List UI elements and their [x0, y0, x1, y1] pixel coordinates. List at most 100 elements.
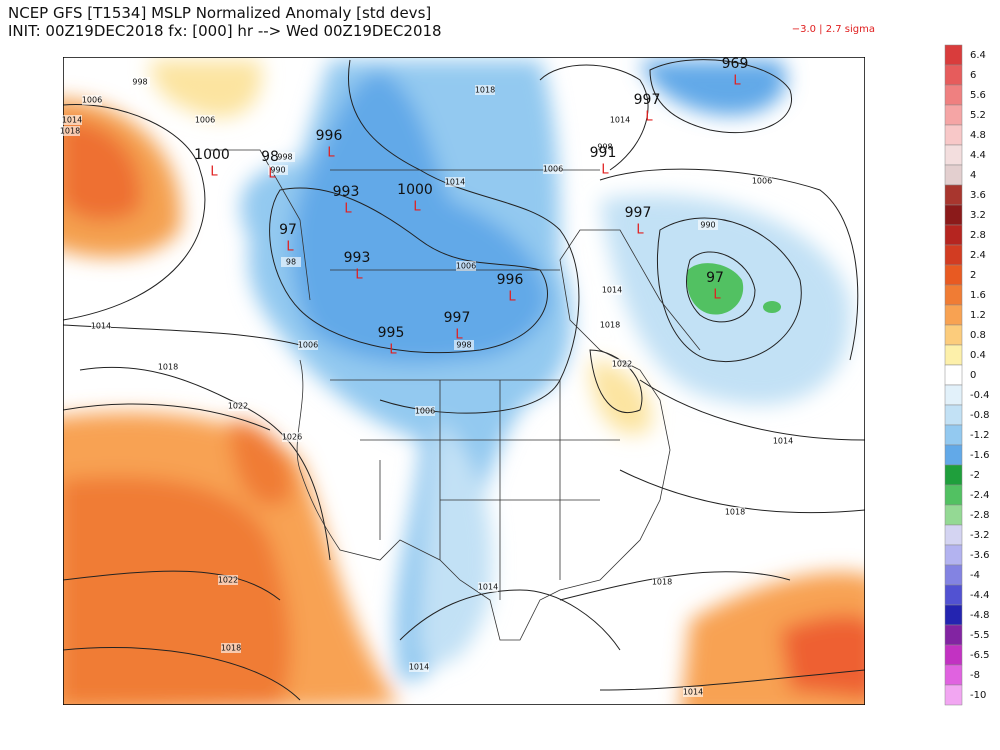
colorbar-label: 2 [970, 270, 976, 281]
isobar-label-bg [268, 165, 288, 175]
low-pressure-value: 991 [590, 145, 617, 161]
isobar-label-bg [543, 164, 563, 174]
low-pressure-value: 996 [497, 272, 524, 288]
isobar-label-bg [409, 662, 429, 672]
colorbar-swatch [944, 424, 963, 446]
low-pressure-value: 995 [378, 325, 405, 341]
isobar-label-bg [60, 126, 80, 136]
isobar-label: 1014 [602, 286, 622, 295]
low-pressure-value: 997 [634, 92, 661, 108]
isobar-label-bg [130, 77, 150, 87]
colorbar-swatch [944, 544, 963, 566]
isobar-label: 1018 [221, 644, 241, 653]
isobar-label-bg [275, 152, 295, 162]
isobar-label-bg [281, 257, 301, 267]
low-symbol: L [636, 223, 644, 238]
colorbar-swatch [944, 124, 963, 146]
colorbar-label: 0.4 [970, 350, 986, 361]
isobar-label: 1006 [298, 341, 318, 350]
colorbar-label: -6.5 [970, 650, 990, 661]
colorbar-label: -10 [970, 690, 986, 701]
colorbar-swatch [944, 304, 963, 326]
isobar-label: 1018 [600, 321, 620, 330]
isobar-label-bg [610, 115, 630, 125]
title: NCEP GFS [T1534] MSLP Normalized Anomaly… [8, 4, 431, 22]
colorbar-swatch [944, 404, 963, 426]
colorbar-label: 2.4 [970, 250, 986, 261]
isobar-label: 1006 [456, 262, 476, 271]
colorbar-label: -8 [970, 670, 980, 681]
colorbar-label: 4.4 [970, 150, 986, 161]
isobar-label: 1014 [478, 583, 498, 592]
isobar-label-bg [282, 432, 302, 442]
colorbar-label: -0.8 [970, 410, 990, 421]
colorbar-label: 6 [970, 70, 976, 81]
isobar-label: 990 [700, 221, 715, 230]
colorbar-label: -2 [970, 470, 980, 481]
isobar-label: 1018 [652, 578, 672, 587]
isobar-label-bg [595, 142, 615, 152]
low-symbol: L [713, 288, 721, 303]
map [63, 57, 865, 705]
low-symbol: L [344, 202, 352, 217]
low-symbol: L [389, 343, 397, 358]
isobar-label: 1006 [415, 407, 435, 416]
colorbar-swatch [944, 264, 963, 286]
colorbar-label: -4 [970, 570, 980, 581]
isobar-label-bg [445, 177, 465, 187]
anomaly-field [63, 60, 865, 705]
isobar-label: 1006 [82, 96, 102, 105]
colorbar-swatch [944, 444, 963, 466]
isobar-label: 1026 [282, 433, 302, 442]
colorbar-swatch [944, 324, 963, 346]
isobar-label: 1006 [752, 177, 772, 186]
low-pressure-value: 997 [625, 205, 652, 221]
colorbar-swatch [944, 44, 963, 66]
low-pressure-value: 969 [722, 56, 749, 72]
isobars [63, 59, 865, 701]
isobar-label-bg [415, 406, 435, 416]
isobar-label-bg [456, 261, 476, 271]
colorbar-swatch [944, 184, 963, 206]
isobar-label: 998 [597, 143, 612, 152]
colorbar-swatch [944, 584, 963, 606]
low-symbol: L [327, 146, 335, 161]
isobar-label-bg [228, 401, 248, 411]
colorbar-label: 1.6 [970, 290, 986, 301]
colorbar: 6.4 6 5.6 5.2 4.8 4.4 4 3.6 3.2 2.8 2.4 2 1.6 1.2 0.8 0… [944, 44, 990, 706]
isobar-label-bg [218, 575, 238, 585]
colorbar-swatch [944, 664, 963, 686]
low-pressure-value: 996 [316, 128, 343, 144]
colorbar-swatch [944, 84, 963, 106]
colorbar-label: 1.2 [970, 310, 986, 321]
colorbar-label: -3.6 [970, 550, 990, 561]
strong-anomaly [763, 301, 781, 313]
colorbar-label: 3.6 [970, 190, 986, 201]
colorbar-swatch [944, 484, 963, 506]
isobar-label-bg [725, 507, 745, 517]
isobar-label-bg [602, 285, 622, 295]
colorbar-label: -3.2 [970, 530, 990, 541]
isobar-label-bg [91, 321, 111, 331]
isobar-label-bg [683, 687, 703, 697]
isobar-label: 1014 [610, 116, 630, 125]
low-pressure-value: 993 [333, 184, 360, 200]
low-pressure-value: 1000 [397, 182, 433, 198]
isobar-label-bg [773, 436, 793, 446]
colorbar-swatch [944, 504, 963, 526]
isobar-label-bg [158, 362, 178, 372]
colorbar-swatch [944, 384, 963, 406]
isobar-label: 998 [132, 78, 147, 87]
colorbar-label: 4.8 [970, 130, 986, 141]
low-pressure-value: 97 [279, 222, 297, 238]
isobar-label: 1006 [195, 116, 215, 125]
subtitle: INIT: 00Z19DEC2018 fx: [000] hr --> Wed … [8, 22, 442, 40]
colorbar-swatch [944, 604, 963, 626]
isobar-label: 1014 [773, 437, 793, 446]
colorbar-label: 3.2 [970, 210, 986, 221]
isobar-label: 1006 [543, 165, 563, 174]
isobar-label-bg [221, 643, 241, 653]
colorbar-label: -4.8 [970, 610, 990, 621]
isobar-label: 1014 [62, 116, 82, 125]
isobar-label: 1022 [228, 402, 248, 411]
